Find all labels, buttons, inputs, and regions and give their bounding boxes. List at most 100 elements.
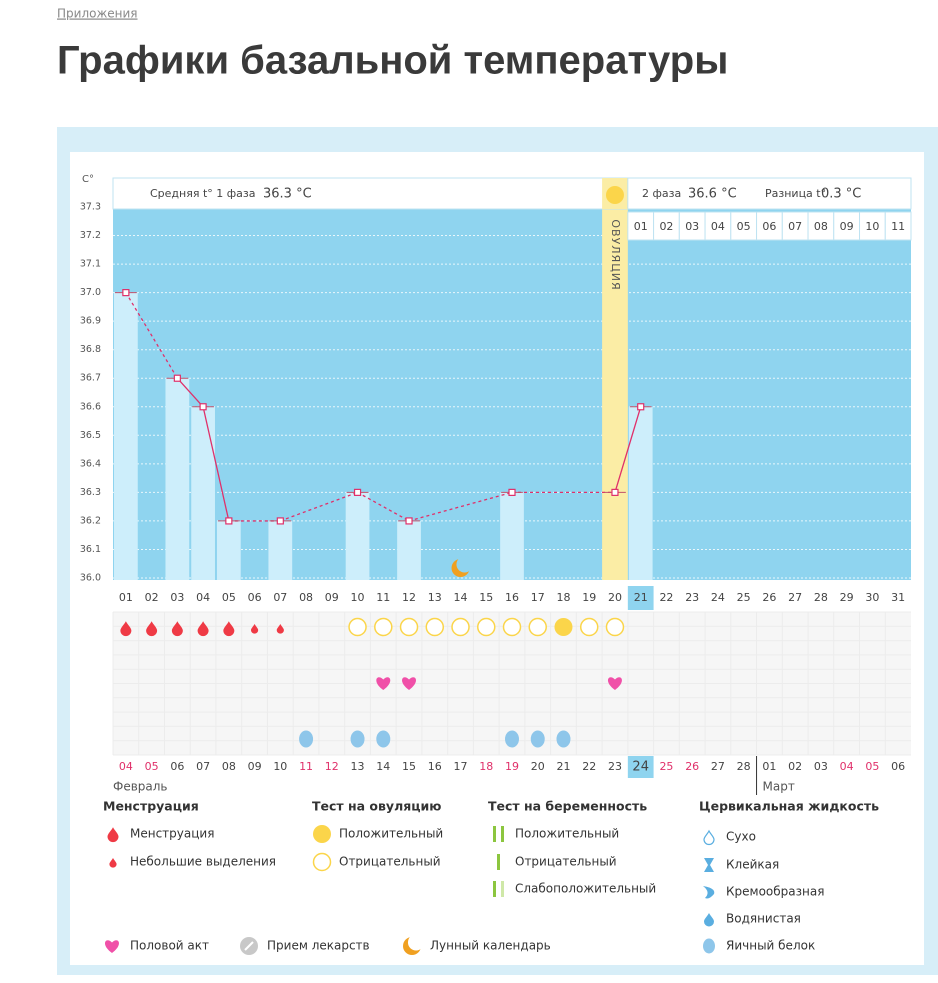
legend-title: Тест на беременность — [488, 799, 647, 814]
day-label: 01 — [119, 591, 133, 604]
moon-icon-cut — [456, 556, 473, 573]
day-label: 05 — [222, 591, 236, 604]
temp-line-segment — [280, 491, 358, 522]
legend-icon — [109, 857, 117, 868]
ovulation-column — [602, 178, 628, 580]
day-label: 25 — [737, 591, 751, 604]
bar — [114, 292, 138, 580]
phase2-day: 10 — [865, 220, 879, 233]
phase2-day: 11 — [891, 220, 905, 233]
menstruation-icon — [223, 621, 235, 637]
y-tick-label: 36.9 — [80, 316, 101, 327]
temp-point — [405, 517, 413, 525]
day-label: 16 — [505, 591, 519, 604]
current-date-highlight — [627, 756, 654, 778]
day-label: 19 — [582, 591, 596, 604]
day-label: 21 — [634, 591, 648, 604]
date-label: 17 — [454, 760, 468, 773]
cervical-egg-white-icon — [299, 730, 314, 748]
intercourse-icon — [402, 677, 417, 690]
cervical-egg-white-icon — [505, 730, 519, 748]
legend-icon — [107, 827, 119, 843]
phase2-cell — [678, 211, 706, 241]
legend-icon — [703, 829, 715, 846]
temp-point — [611, 488, 619, 496]
legend-item: Кремообразная — [726, 885, 824, 899]
diff-label: Разница t° — [765, 187, 826, 200]
y-tick-label: 36.0 — [80, 573, 101, 584]
day-label: 26 — [762, 591, 776, 604]
temp-point — [122, 289, 130, 297]
phase2-day: 07 — [788, 220, 802, 233]
date-label: 27 — [711, 760, 725, 773]
legend-item: Яичный белок — [726, 939, 815, 953]
date-label: 16 — [428, 760, 442, 773]
menstruation-icon — [146, 621, 158, 637]
date-label: 02 — [788, 760, 802, 773]
legend-icon — [497, 854, 500, 870]
phase2-day: 05 — [737, 220, 751, 233]
legend-icon — [703, 886, 715, 899]
legend-icon — [313, 825, 331, 843]
spotting-icon — [250, 623, 259, 634]
legend-title: Менструация — [103, 799, 199, 814]
date-label: 24 — [632, 760, 649, 775]
ovulation-negative-icon — [605, 617, 625, 637]
legend-icon — [244, 941, 254, 951]
date-label: 11 — [299, 760, 313, 773]
legend-item: Положительный — [515, 827, 619, 841]
date-label: 03 — [814, 760, 828, 773]
y-tick-label: 36.2 — [80, 515, 101, 526]
phase2-day: 08 — [814, 220, 828, 233]
phase2-day: 01 — [634, 220, 648, 233]
phase2-cell — [704, 211, 732, 241]
day-label: 28 — [814, 591, 828, 604]
phase2-day: 09 — [840, 220, 854, 233]
phase2-cell — [807, 211, 835, 241]
bar — [628, 406, 653, 580]
phase2-cell — [781, 211, 809, 241]
y-tick-label: 37.2 — [80, 230, 101, 241]
day-label: 29 — [840, 591, 854, 604]
bar — [345, 492, 370, 580]
temp-point — [353, 488, 362, 496]
y-tick-label: 36.4 — [80, 458, 101, 469]
bar — [191, 406, 215, 580]
ovulation-positive-icon — [554, 618, 573, 636]
legend-icon — [312, 852, 332, 872]
legend-item: Слабоположительный — [515, 882, 656, 896]
intercourse-icon — [376, 677, 391, 690]
phase2-cell — [627, 211, 655, 241]
legend-item: Отрицательный — [515, 855, 617, 869]
legend-item: Половой акт — [130, 939, 209, 953]
date-label: 04 — [840, 760, 854, 773]
breadcrumb[interactable]: Приложения — [57, 7, 138, 21]
date-label: 01 — [762, 760, 776, 773]
date-label: 13 — [351, 760, 365, 773]
date-label: 25 — [659, 760, 673, 773]
legend-icon — [501, 881, 504, 897]
day-label: 15 — [479, 591, 493, 604]
day-label: 20 — [608, 591, 622, 604]
legend-item: Лунный календарь — [430, 939, 551, 953]
legend-icon-cut — [407, 934, 425, 951]
day-label: 14 — [454, 591, 468, 604]
temp-line-segment — [125, 292, 178, 379]
date-label: 28 — [737, 760, 751, 773]
legend-item: Отрицательный — [339, 855, 441, 869]
temp-point — [637, 403, 645, 411]
temp-point — [225, 517, 233, 525]
day-label: 24 — [711, 591, 725, 604]
y-tick-label: 36.3 — [80, 487, 101, 498]
date-label: 21 — [556, 760, 570, 773]
day-label: 13 — [428, 591, 442, 604]
day-label: 10 — [351, 591, 365, 604]
phase2-cell — [653, 211, 680, 241]
legend-icon — [501, 826, 504, 842]
bar — [500, 492, 524, 580]
day-label: 04 — [196, 591, 210, 604]
bar — [397, 520, 421, 580]
legend-icon — [105, 940, 119, 953]
phase2-day: 06 — [762, 220, 776, 233]
phase1-value: 36.3 °C — [263, 187, 312, 202]
